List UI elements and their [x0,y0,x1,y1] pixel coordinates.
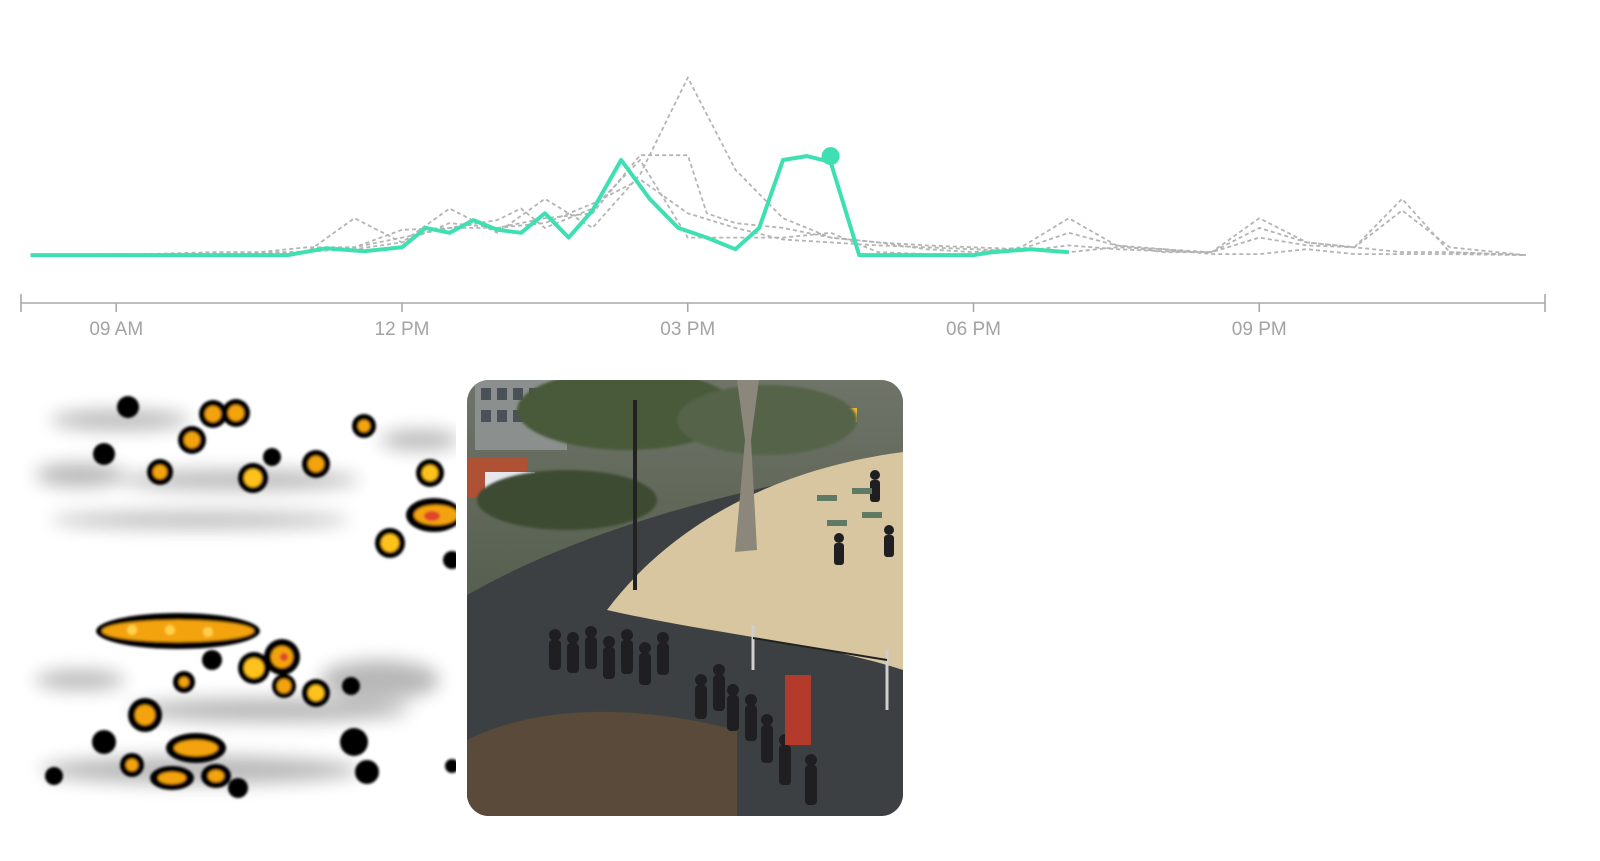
camera-snapshot [467,380,903,816]
camera-snapshot-graphic [467,380,903,816]
x-tick-label: 09 PM [1232,319,1287,340]
series-line-current [30,154,1069,258]
sign-board [785,675,811,745]
series-group [30,76,1527,258]
sand-plaza [607,452,903,670]
cafe-tables [817,488,882,526]
garden-bed [467,711,737,816]
x-tick-label: 06 PM [946,319,1001,340]
lamp-post [633,400,637,590]
heatmap-graphic [35,396,456,798]
people-queue [549,470,894,805]
current-point-marker[interactable] [821,147,840,166]
series-line-reference-4 [30,76,1527,256]
series-line-reference-3 [30,154,1527,256]
x-tick-label: 12 PM [375,319,430,340]
heatmap-hotspots [45,396,456,798]
series-line-reference-2 [30,178,1527,256]
x-tick-label: 03 PM [660,319,715,340]
foliage [477,380,857,530]
x-tick-label: 09 AM [89,319,143,340]
queue-rope [752,637,888,661]
line-chart: 09 AM 12 PM 03 PM 06 PM 09 PM [20,76,1546,340]
occupancy-heatmap [20,380,456,816]
series-line-reference-1 [30,159,1527,256]
tree-trunk [735,380,759,552]
x-axis: 09 AM 12 PM 03 PM 06 PM 09 PM [20,294,1546,340]
